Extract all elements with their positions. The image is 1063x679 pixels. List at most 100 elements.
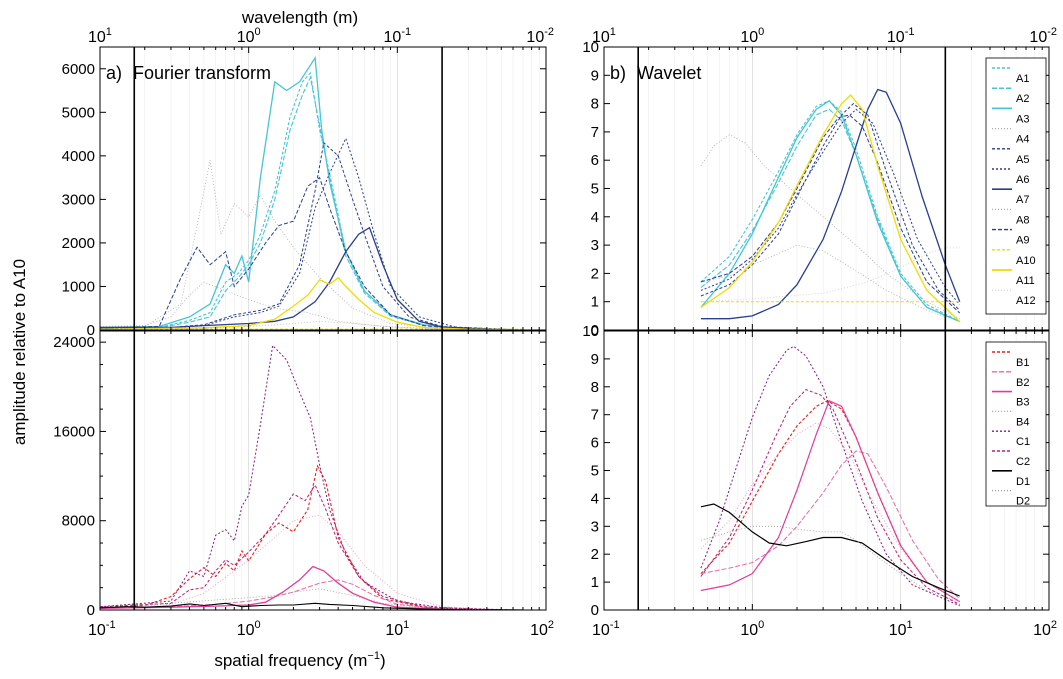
y-tick-label: 9 — [591, 67, 599, 84]
y-tick-label: 0 — [591, 322, 599, 339]
x-tick-label: 10-1 — [592, 619, 620, 639]
series-line-B3 — [700, 399, 961, 603]
y-tick-label: 0 — [591, 602, 599, 619]
series-line-B4 — [100, 514, 502, 610]
y-tick-label: 3000 — [62, 191, 95, 208]
series-line-A3 — [700, 99, 960, 323]
legend-label-A11: A11 — [1016, 275, 1035, 287]
bottom-axis-label: spatial frequency (m−1) — [214, 650, 385, 670]
series-line-D1 — [100, 602, 524, 610]
y-tick-label: 3 — [591, 237, 599, 254]
legend: B1 B2 B3 B4 C1 C2 D1 D2 — [985, 341, 1047, 508]
legend-label-D1: D1 — [1016, 476, 1030, 488]
top-tick-label: 10-2 — [1029, 26, 1057, 46]
series-line-A7 — [100, 226, 514, 330]
panel-title: Wavelet — [637, 63, 701, 83]
y-tick-label: 7 — [591, 124, 599, 141]
y-tick-label: 5 — [591, 463, 599, 480]
y-tick-label: 10 — [582, 39, 599, 56]
top-tick-label: 100 — [237, 26, 261, 46]
gridlines — [99, 47, 540, 330]
y-tick-label: 5 — [591, 181, 599, 198]
top-tick-label: 10-2 — [526, 26, 554, 46]
y-tick-label: 2 — [591, 265, 599, 282]
top-tick-label: 100 — [740, 26, 764, 46]
series-line-A2 — [100, 75, 514, 330]
series-line-C1 — [700, 345, 960, 607]
top-tick-label: 101 — [592, 26, 616, 46]
series-line-A1 — [700, 100, 960, 322]
legend-label-B3: B3 — [1016, 397, 1029, 409]
series-line-A12 — [100, 320, 514, 330]
legend-label-A9: A9 — [1016, 235, 1029, 247]
y-tick-label: 16000 — [53, 423, 95, 440]
legend-label-A6: A6 — [1016, 174, 1029, 186]
panel-b_bottom: 0 1 2 3 4 5 6 7 8 9 10 10-1 100 101 102 B1 B2 B3 B4 C1 C2 D1 D… — [582, 323, 1057, 639]
y-tick-label: 6 — [591, 152, 599, 169]
x-tick-label: 100 — [740, 619, 764, 639]
y-tick-label: 24000 — [53, 334, 95, 351]
series-line-A5 — [100, 141, 514, 330]
series-line-A12 — [700, 247, 960, 303]
panel-label: a) — [106, 63, 122, 83]
series-line-A8 — [100, 281, 514, 330]
x-tick-label: 102 — [530, 619, 554, 639]
legend-label-A7: A7 — [1016, 194, 1029, 206]
series-line-B1 — [100, 464, 514, 610]
top-tick-label: 101 — [88, 26, 112, 46]
series-line-A9 — [100, 176, 514, 330]
legend: A1 A2 A3 A4 A5 A6 A7 A8 A9 A10 A11 A12 — [985, 57, 1047, 315]
y-tick-label: 7 — [591, 407, 599, 424]
series-line-A7 — [700, 88, 961, 320]
legend-label-A5: A5 — [1016, 154, 1029, 166]
y-tick-label: 8000 — [62, 513, 95, 530]
y-tick-label: 6 — [591, 435, 599, 452]
y-tick-label: 8 — [591, 96, 599, 113]
legend-label-A4: A4 — [1016, 134, 1029, 146]
gridlines — [603, 331, 1043, 610]
series-group — [100, 344, 524, 610]
series-line-A4 — [700, 134, 960, 320]
top-tick-label: 10-1 — [384, 26, 412, 46]
y-tick-label: 4 — [591, 490, 599, 507]
series-group — [700, 345, 961, 607]
series-line-B1 — [700, 400, 960, 603]
series-line-D1 — [700, 503, 960, 597]
y-tick-label: 8 — [591, 379, 599, 396]
legend-label-B1: B1 — [1016, 357, 1029, 369]
y-tick-label: 5000 — [62, 104, 95, 121]
series-line-A3 — [100, 55, 514, 330]
legend-label-A10: A10 — [1016, 255, 1036, 267]
series-line-A11 — [700, 94, 961, 322]
y-tick-label: 3 — [591, 518, 599, 535]
series-line-B4 — [700, 422, 960, 602]
y-tick-label: 9 — [591, 351, 599, 368]
series-line-A2 — [700, 108, 960, 323]
plot-frame — [603, 46, 1050, 331]
y-tick-label: 0 — [87, 602, 95, 619]
series-line-B3 — [100, 565, 502, 610]
panel-a_bottom: 0 8000 16000 24000 10-1 100 101 102 — [53, 330, 554, 639]
series-line-B2 — [100, 579, 502, 610]
plot-frame — [603, 330, 1050, 611]
gridlines — [603, 47, 1043, 330]
x-tick-label: 10-1 — [88, 619, 116, 639]
y-tick-label: 1 — [591, 294, 599, 311]
y-axis-label: amplitude relative to A10 — [10, 259, 29, 445]
legend-label-A12: A12 — [1016, 295, 1036, 307]
y-tick-label: 1 — [591, 574, 599, 591]
legend-label-C1: C1 — [1016, 436, 1030, 448]
y-tick-label: 4 — [591, 209, 599, 226]
x-tick-label: 102 — [1033, 619, 1057, 639]
legend-label-C2: C2 — [1016, 456, 1030, 468]
series-line-A6 — [700, 108, 961, 305]
series-group — [100, 55, 523, 330]
y-tick-label: 0 — [87, 322, 95, 339]
x-tick-label: 101 — [385, 619, 409, 639]
series-line-A1 — [100, 71, 514, 330]
legend-label-A1: A1 — [1016, 73, 1029, 85]
legend-label-B4: B4 — [1016, 416, 1029, 428]
plot-frame — [99, 46, 547, 331]
